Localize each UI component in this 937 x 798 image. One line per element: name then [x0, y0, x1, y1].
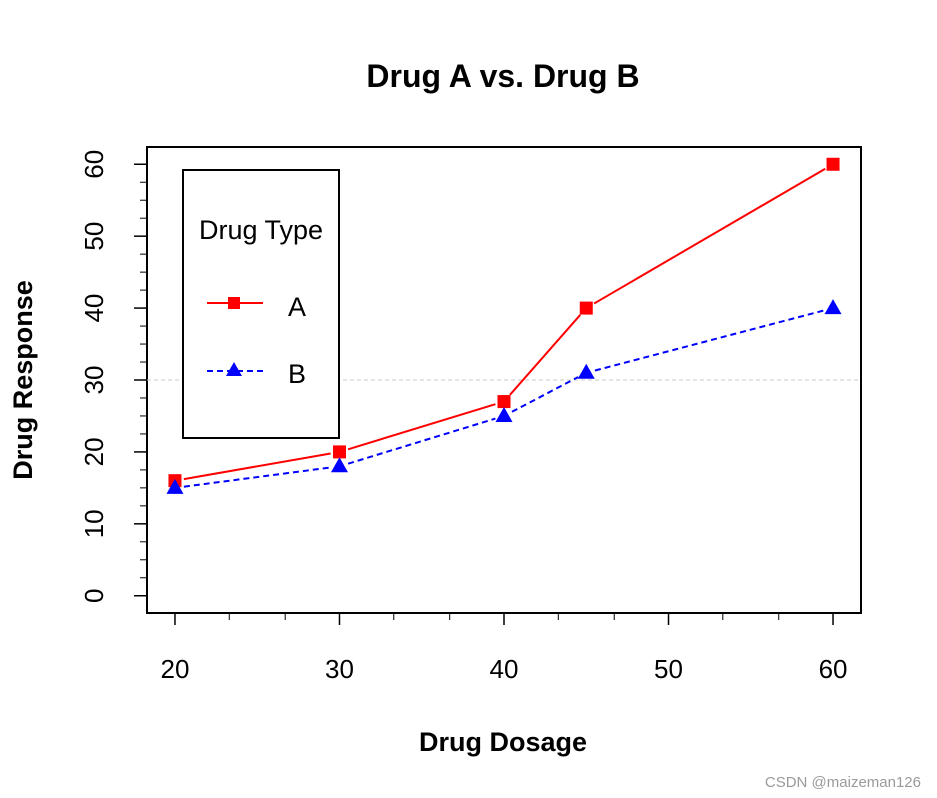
series-b-point-30 — [330, 457, 348, 473]
series-b-point-60 — [824, 299, 842, 315]
series-a-segment-1 — [347, 403, 496, 451]
series-layer — [166, 157, 842, 494]
legend-label-a: A — [288, 292, 306, 322]
legend: Drug Type A B — [182, 169, 340, 439]
y-axis-title: Drug Response — [8, 280, 38, 480]
series-a-point-45 — [579, 301, 593, 315]
series-b-segment-1 — [347, 417, 496, 465]
y-axis: 0 10 20 30 40 50 60 — [79, 150, 147, 603]
y-tick-label-50: 50 — [79, 222, 109, 251]
series-b — [166, 299, 842, 494]
x-axis: 20 30 40 50 60 — [161, 613, 848, 684]
x-tick-label-30: 30 — [325, 654, 354, 684]
series-b-segment-2 — [511, 376, 579, 413]
legend-marker-b — [226, 362, 242, 376]
series-a — [168, 157, 840, 488]
y-tick-label-0: 0 — [79, 589, 109, 603]
y-tick-label-60: 60 — [79, 150, 109, 179]
watermark: CSDN @maizeman126 — [765, 774, 921, 791]
series-a-point-60 — [826, 157, 840, 171]
legend-title: Drug Type — [199, 215, 323, 245]
series-a-point-30 — [332, 445, 346, 459]
series-a-segment-0 — [183, 452, 331, 481]
series-b-point-40 — [495, 406, 513, 422]
x-tick-label-20: 20 — [161, 654, 190, 684]
legend-label-b: B — [288, 359, 306, 389]
series-b-segment-3 — [594, 309, 825, 372]
y-tick-label-40: 40 — [79, 294, 109, 323]
y-tick-label-20: 20 — [79, 437, 109, 466]
x-tick-label-50: 50 — [654, 654, 683, 684]
series-a-segment-2 — [509, 314, 582, 396]
series-b-point-20 — [166, 478, 184, 494]
x-axis-title: Drug Dosage — [419, 727, 587, 757]
y-tick-label-10: 10 — [79, 509, 109, 538]
y-tick-label-30: 30 — [79, 366, 109, 395]
series-b-segment-0 — [183, 466, 331, 488]
legend-marker-a — [228, 297, 240, 309]
x-tick-label-60: 60 — [819, 654, 848, 684]
x-tick-label-40: 40 — [490, 654, 519, 684]
series-b-point-45 — [577, 363, 595, 379]
chart-title: Drug A vs. Drug B — [366, 58, 639, 94]
series-a-segment-3 — [593, 167, 826, 305]
series-a-point-40 — [497, 395, 511, 409]
